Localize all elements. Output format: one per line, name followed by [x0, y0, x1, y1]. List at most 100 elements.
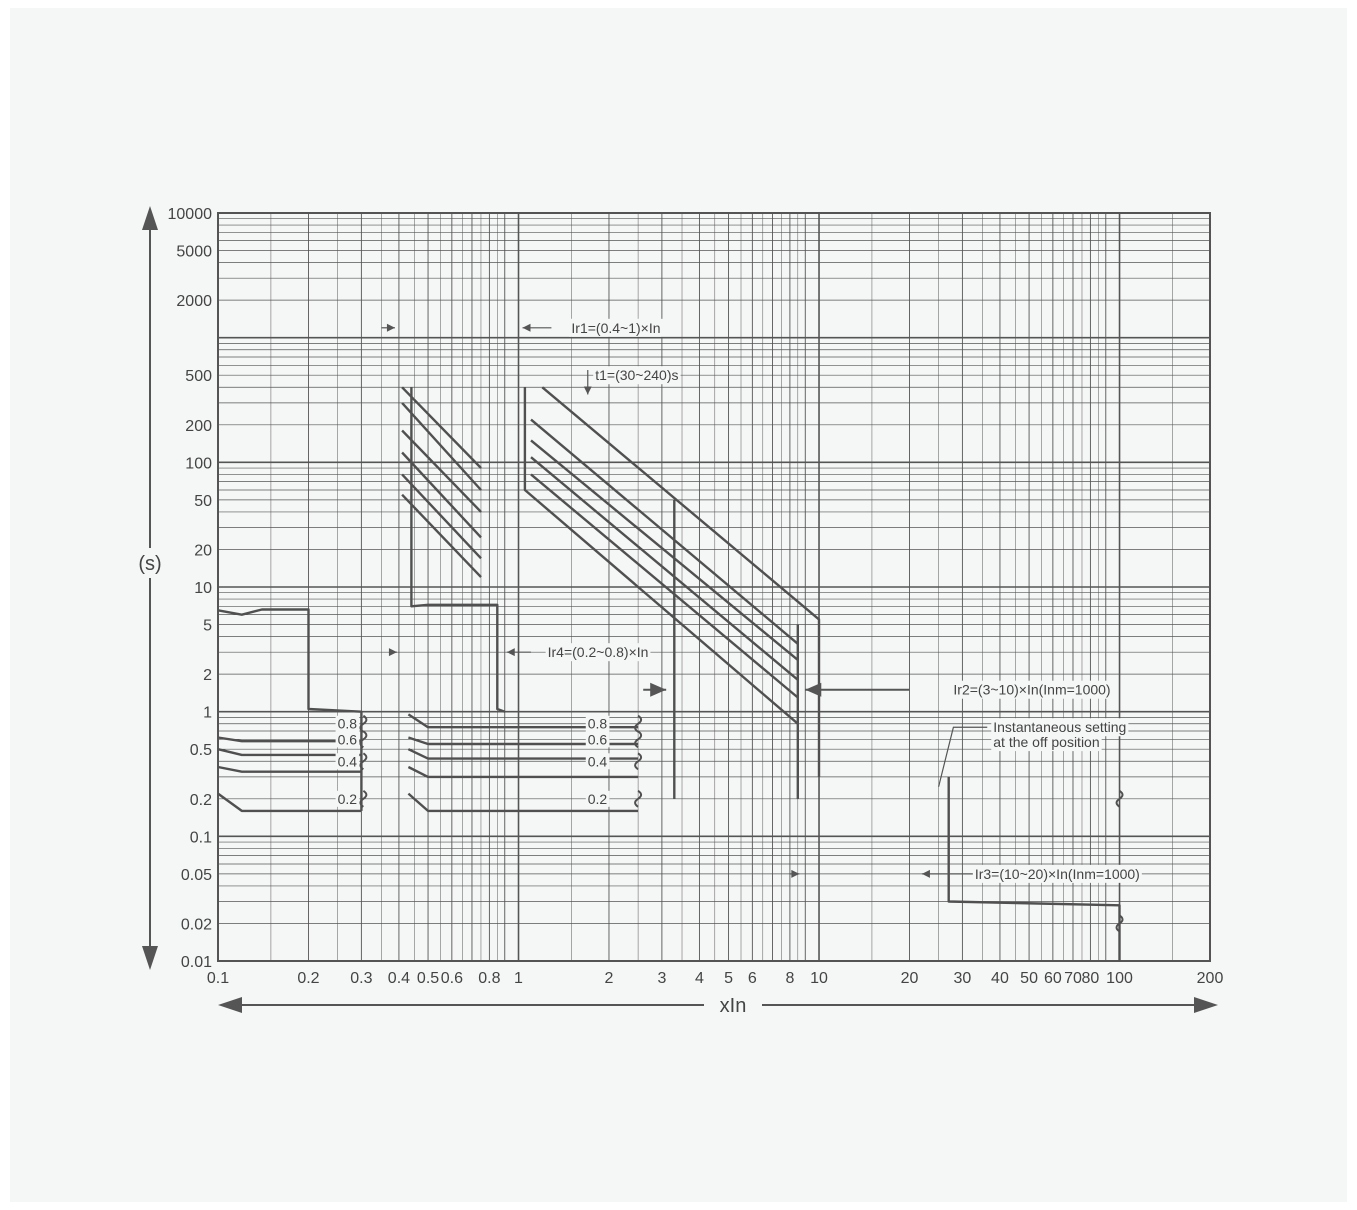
curve-label-bg [335, 715, 360, 732]
arrow-down-icon [142, 946, 158, 970]
curve-value-label: 0.8 [338, 716, 358, 732]
x-tick-label: 200 [1197, 970, 1224, 987]
break-mark [359, 714, 368, 733]
annotation-label: at the off position [993, 734, 1099, 750]
trip-curve [541, 386, 821, 777]
arrow-left-icon [218, 997, 242, 1013]
arrow-head-icon [388, 648, 397, 657]
trip-curve [410, 387, 506, 713]
x-tick-label: 2 [605, 970, 614, 987]
break-mark [1115, 789, 1124, 808]
break-mark [634, 714, 643, 733]
y-tick-label: 200 [185, 418, 212, 435]
x-tick-label: 8 [785, 970, 794, 987]
arrow-up-icon [142, 206, 158, 230]
arrow-right-icon [1194, 997, 1218, 1013]
curve-value-label: 0.2 [588, 791, 608, 807]
x-tick-label: 4 [695, 970, 704, 987]
arrow-head-icon [805, 682, 822, 697]
curve-value-label: 0.6 [338, 731, 358, 747]
curve-value-label: 0.2 [338, 791, 358, 807]
y-tick-label: 2000 [176, 293, 212, 310]
leader-line [938, 726, 988, 787]
y-tick-label: 0.02 [181, 916, 212, 933]
x-tick-label: 100 [1106, 970, 1133, 987]
annotation-bg [991, 733, 1102, 752]
trip-curve [401, 429, 482, 513]
annotation-bg [991, 718, 1129, 737]
arrow-head-icon [522, 323, 531, 332]
x-tick-label: 80 [1082, 970, 1100, 987]
x-tick-label: 0.2 [297, 970, 319, 987]
y-tick-label: 0.5 [190, 742, 212, 759]
trip-curve [407, 748, 639, 760]
trip-curve [530, 473, 799, 699]
annotation-label: Ir1=(0.4~1)×In [571, 320, 660, 336]
arrow-head-icon [921, 869, 930, 878]
curve-label-bg [335, 790, 360, 807]
x-axis-title: xIn [720, 995, 747, 1017]
y-tick-label: 10000 [168, 206, 213, 223]
curve-label-bg [585, 790, 610, 807]
curve-label-bg [585, 731, 610, 748]
x-tick-label: 10 [810, 970, 828, 987]
trip-curve [523, 387, 799, 725]
trip-curve [407, 765, 639, 779]
y-tick-label: 100 [185, 455, 212, 472]
break-mark [359, 730, 368, 749]
x-tick-label: 30 [954, 970, 972, 987]
trip-curve [401, 493, 482, 578]
trip-curve [401, 451, 482, 539]
x-tick-label: 0.8 [478, 970, 500, 987]
annotation-bg [545, 643, 651, 662]
annotation-label: Instantaneous setting [993, 719, 1126, 735]
break-mark [634, 789, 643, 808]
arrow-head-icon [791, 869, 800, 878]
arrow-head-icon [650, 682, 667, 697]
y-tick-label: 0.1 [190, 829, 212, 846]
arrow-head-icon [583, 386, 592, 395]
curve-value-label: 0.4 [588, 753, 608, 769]
curve-label-bg [335, 753, 360, 770]
y-tick-label: 20 [194, 542, 212, 559]
x-tick-label: 20 [901, 970, 919, 987]
y-tick-label: 5000 [176, 244, 212, 261]
trip-curve [530, 439, 799, 661]
trip-curve [408, 736, 639, 746]
trip-curve [217, 765, 362, 773]
trip-curve [401, 402, 482, 491]
arrow-head-icon [506, 648, 515, 657]
x-tick-label: 0.4 [388, 970, 410, 987]
x-label-bg [704, 990, 762, 1020]
trip-curve [401, 386, 482, 469]
x-tick-label: 1 [514, 970, 523, 987]
y-axis-title: (s) [138, 553, 161, 575]
y-label-bg [136, 548, 164, 578]
annotation-label: Ir2=(3~10)×In(Inm=1000) [953, 682, 1110, 698]
x-tick-label: 0.5 [417, 970, 439, 987]
curve-label-bg [585, 753, 610, 770]
curve-value-label: 0.6 [588, 731, 608, 747]
annotation-bg [569, 318, 663, 337]
x-tick-label: 3 [657, 970, 666, 987]
break-mark [634, 730, 643, 749]
arrow-head-icon [386, 323, 395, 332]
curve-label-bg [335, 731, 360, 748]
annotation-label: Ir3=(10~20)×In(Inm=1000) [975, 866, 1140, 882]
y-tick-label: 500 [185, 368, 212, 385]
trip-curve [217, 736, 362, 743]
trip-curve [947, 776, 1121, 961]
break-mark [1115, 914, 1124, 933]
curve-label-bg [585, 715, 610, 732]
y-tick-label: 50 [194, 493, 212, 510]
x-tick-label: 60 [1044, 970, 1062, 987]
annotation-bg [593, 366, 681, 385]
x-tick-label: 0.3 [350, 970, 372, 987]
x-tick-label: 0.6 [441, 970, 463, 987]
break-mark [359, 789, 368, 808]
trip-curve [401, 473, 482, 560]
break-mark [634, 752, 643, 771]
chart-panel: Ir1=(0.4~1)×In t1=(30~240)s Ir4=(0.2~0.8)×… [10, 8, 1347, 1202]
y-tick-label: 2 [203, 667, 212, 684]
x-tick-label: 70 [1064, 970, 1082, 987]
